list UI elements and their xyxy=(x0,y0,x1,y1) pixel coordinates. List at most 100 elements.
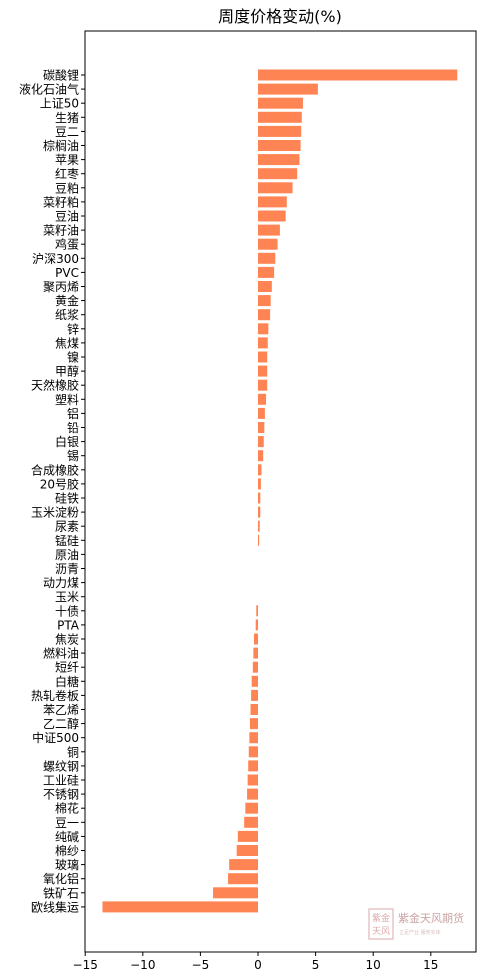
bar-43 xyxy=(251,675,258,687)
watermark-seal-char-bottom: 天风 xyxy=(372,926,390,937)
category-label: 硅铁 xyxy=(55,492,79,506)
bar-44 xyxy=(251,689,258,701)
category-label: 玉米 xyxy=(55,590,79,604)
x-tick-label: 5 xyxy=(312,958,320,972)
category-label: 锌 xyxy=(67,322,79,336)
bar-2 xyxy=(258,97,303,109)
category-label: PTA xyxy=(57,618,80,632)
category-label: 豆一 xyxy=(55,816,79,830)
bar-38 xyxy=(256,605,258,617)
bar-26 xyxy=(258,436,264,448)
category-label: 菜籽油 xyxy=(43,224,79,238)
chart-title: 周度价格变动(%) xyxy=(218,7,342,26)
category-label: 苹果 xyxy=(55,153,79,167)
bar-23 xyxy=(258,393,267,405)
bar-5 xyxy=(258,140,301,151)
bar-9 xyxy=(258,196,287,208)
bar-28 xyxy=(258,464,262,476)
category-label: 白银 xyxy=(55,434,79,449)
category-label: 纸浆 xyxy=(55,307,79,322)
category-label: 生猪 xyxy=(55,111,79,125)
category-label: 纯碱 xyxy=(55,830,79,844)
category-label: 黄金 xyxy=(55,293,79,308)
x-tick-label: −15 xyxy=(73,958,98,972)
category-label: 玉米淀粉 xyxy=(31,506,79,520)
category-label: 甲醇 xyxy=(55,364,79,379)
category-label: 燃料油 xyxy=(43,646,79,661)
bar-25 xyxy=(258,422,265,433)
bar-14 xyxy=(258,266,275,278)
category-label: PVC xyxy=(55,266,79,280)
bar-39 xyxy=(255,619,258,631)
category-label: 尿素 xyxy=(55,520,79,534)
bar-46 xyxy=(249,718,258,730)
bar-22 xyxy=(258,379,268,391)
bar-19 xyxy=(258,337,268,349)
watermark-subtext: 立足产业 服务实体 xyxy=(399,929,441,936)
bar-55 xyxy=(236,845,258,856)
category-label: 沥青 xyxy=(55,562,79,576)
bar-41 xyxy=(253,647,258,659)
category-label: 合成橡胶 xyxy=(31,462,79,477)
bar-24 xyxy=(258,407,265,419)
bar-48 xyxy=(248,746,258,758)
bar-47 xyxy=(249,732,258,744)
bar-10 xyxy=(258,210,286,222)
bar-13 xyxy=(258,252,276,264)
category-label: 液化石油气 xyxy=(19,82,79,97)
category-label: 不锈钢 xyxy=(43,788,79,802)
category-label: 铅 xyxy=(67,421,79,435)
bar-53 xyxy=(244,816,258,828)
category-label: 铜 xyxy=(67,744,79,759)
x-tick-label: 10 xyxy=(366,958,381,972)
bar-54 xyxy=(237,830,258,842)
category-label: 碳酸锂 xyxy=(43,68,79,83)
bar-29 xyxy=(258,478,261,490)
bar-56 xyxy=(229,859,258,871)
category-label: 氧化铝 xyxy=(43,871,79,886)
bar-6 xyxy=(258,154,300,166)
bar-32 xyxy=(258,520,260,532)
bar-52 xyxy=(245,802,258,814)
x-tick-label: −10 xyxy=(130,958,155,972)
bar-30 xyxy=(258,492,261,504)
bar-16 xyxy=(258,295,271,307)
category-label: 十债 xyxy=(55,604,79,618)
x-tick-label: 0 xyxy=(254,958,262,972)
watermark-seal-char-top: 紫金 xyxy=(372,912,390,924)
category-label: 20号胶 xyxy=(40,476,79,491)
bar-12 xyxy=(258,238,278,250)
bar-group xyxy=(102,69,458,913)
category-label: 白糖 xyxy=(55,674,79,689)
category-label: 铁矿石 xyxy=(43,886,79,900)
category-label: 焦炭 xyxy=(55,633,79,647)
category-label: 焦煤 xyxy=(55,336,79,350)
category-label: 铝 xyxy=(67,406,79,421)
category-label: 苯乙烯 xyxy=(43,703,79,717)
bar-27 xyxy=(258,450,264,462)
bar-4 xyxy=(258,125,302,137)
category-label: 螺纹钢 xyxy=(43,759,79,773)
bar-49 xyxy=(248,760,258,772)
bar-51 xyxy=(247,788,258,800)
category-label: 菜籽粕 xyxy=(43,194,79,209)
plot-area-frame xyxy=(84,30,477,953)
category-label: 锡 xyxy=(67,448,79,463)
bar-8 xyxy=(258,182,293,194)
category-label: 棉花 xyxy=(55,801,79,816)
category-label: 动力煤 xyxy=(43,576,79,590)
bar-11 xyxy=(258,224,280,236)
category-label: 玻璃 xyxy=(55,858,79,872)
bar-33 xyxy=(258,534,260,546)
bar-31 xyxy=(258,506,261,518)
bar-7 xyxy=(258,168,298,180)
bar-3 xyxy=(258,111,302,123)
bar-15 xyxy=(258,281,272,292)
watermark: 紫金 天风 紫金天风期货 立足产业 服务实体 xyxy=(368,908,464,940)
category-label: 欧线集运 xyxy=(31,899,79,914)
x-tick-label: 15 xyxy=(423,958,438,972)
watermark-text: 紫金天风期货 xyxy=(398,911,464,925)
category-label: 短纤 xyxy=(55,661,79,675)
category-label: 豆二 xyxy=(55,125,79,139)
